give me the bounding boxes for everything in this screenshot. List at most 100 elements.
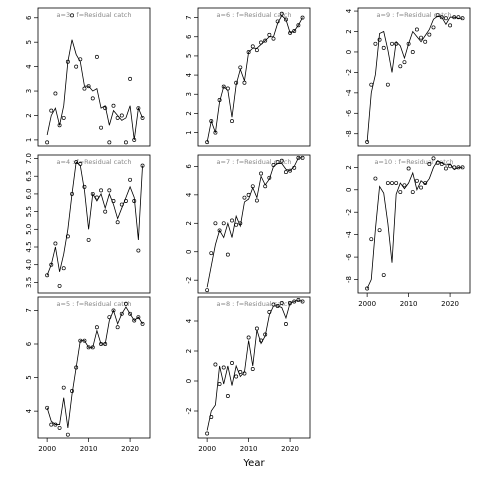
- y-tick-label: -8: [345, 276, 353, 283]
- data-point: [390, 181, 394, 185]
- y-tick-label: 1: [185, 130, 193, 134]
- data-point: [288, 301, 293, 305]
- data-point: [406, 166, 411, 171]
- y-tick-label: -2: [185, 277, 193, 284]
- data-point: [86, 237, 91, 242]
- fit-line: [206, 299, 303, 431]
- y-tick-label: 2: [185, 221, 193, 225]
- x-axis-label: Year: [242, 458, 265, 469]
- data-point: [45, 140, 50, 145]
- y-tick-label: 6.0: [25, 188, 33, 199]
- y-tick-label: -2: [185, 408, 193, 415]
- data-point: [65, 432, 70, 437]
- data-point: [213, 362, 218, 367]
- data-point: [267, 32, 272, 37]
- data-point: [300, 299, 305, 304]
- data-point: [111, 308, 116, 313]
- data-point: [369, 82, 374, 87]
- data-point: [410, 190, 415, 194]
- data-point: [57, 283, 62, 288]
- data-point: [99, 125, 104, 130]
- data-point: [53, 241, 58, 246]
- y-tick-label: -6: [345, 109, 353, 117]
- data-point: [373, 41, 378, 46]
- data-point: [99, 188, 104, 193]
- y-tick-label: 2: [185, 111, 193, 115]
- data-point: [136, 315, 141, 320]
- data-point: [136, 248, 141, 253]
- data-point: [271, 36, 276, 41]
- data-point: [369, 237, 374, 242]
- data-point: [94, 195, 99, 200]
- x-tick-label: 2000: [198, 445, 216, 453]
- data-point: [61, 266, 66, 271]
- data-point: [296, 298, 301, 302]
- y-tick-label: -2: [345, 69, 353, 76]
- y-tick-label: -8: [345, 130, 353, 137]
- y-tick-label: 0: [345, 188, 353, 192]
- data-point: [205, 431, 210, 436]
- y-tick-label: 4: [25, 64, 33, 69]
- data-point: [225, 252, 230, 257]
- data-point: [414, 27, 419, 32]
- data-point: [377, 228, 382, 233]
- data-point: [107, 140, 112, 145]
- data-point: [111, 103, 116, 108]
- y-tick-label: -6: [345, 253, 353, 261]
- panel-title: a=4 : f=Residual catch: [57, 158, 132, 166]
- y-tick-label: 6: [25, 15, 33, 20]
- data-point: [221, 365, 226, 370]
- data-point: [221, 221, 226, 226]
- data-point: [288, 168, 293, 173]
- data-point: [103, 209, 108, 214]
- panel-title: a=8 : f=Residual catch: [217, 300, 292, 308]
- data-point: [419, 185, 424, 190]
- data-point: [90, 96, 95, 101]
- data-point: [410, 50, 415, 54]
- data-point: [205, 288, 210, 293]
- data-point: [140, 321, 145, 326]
- data-point: [242, 195, 247, 200]
- data-point: [283, 322, 288, 326]
- data-point: [443, 16, 448, 21]
- fit-line: [366, 15, 463, 142]
- y-tick-label: 6: [185, 34, 193, 39]
- data-point: [381, 45, 386, 50]
- y-tick-label: 2: [345, 29, 353, 33]
- panel-frame: [197, 296, 311, 439]
- data-point: [288, 30, 293, 35]
- data-point: [221, 84, 226, 89]
- data-point: [225, 394, 230, 398]
- data-point: [123, 301, 128, 306]
- y-tick-label: 2: [345, 165, 353, 169]
- data-point: [234, 374, 239, 379]
- data-point: [49, 108, 54, 113]
- data-point: [394, 181, 399, 185]
- y-tick-label: 5.0: [25, 224, 33, 235]
- panel-frame: [357, 7, 471, 147]
- data-point: [217, 382, 222, 386]
- data-point: [448, 23, 453, 28]
- fit-line: [206, 15, 303, 143]
- data-point: [385, 82, 390, 87]
- data-point: [279, 158, 284, 163]
- x-tick-label: 2010: [80, 445, 98, 453]
- fit-line: [46, 39, 143, 140]
- data-point: [254, 198, 259, 203]
- panel-title: a=9 : f=Residual catch: [377, 11, 452, 19]
- data-point: [49, 422, 54, 427]
- data-point: [61, 115, 66, 120]
- data-point: [57, 425, 62, 430]
- data-point: [300, 15, 305, 20]
- y-tick-label: 4: [185, 72, 193, 77]
- data-point: [140, 115, 145, 120]
- panel-frame: [37, 296, 151, 439]
- data-point: [423, 39, 428, 44]
- data-point: [456, 15, 461, 20]
- data-point: [45, 405, 50, 410]
- x-tick-label: 2010: [240, 445, 258, 453]
- data-point: [283, 170, 288, 175]
- x-tick-label: 2000: [358, 300, 376, 308]
- y-tick-label: 4.0: [25, 259, 33, 270]
